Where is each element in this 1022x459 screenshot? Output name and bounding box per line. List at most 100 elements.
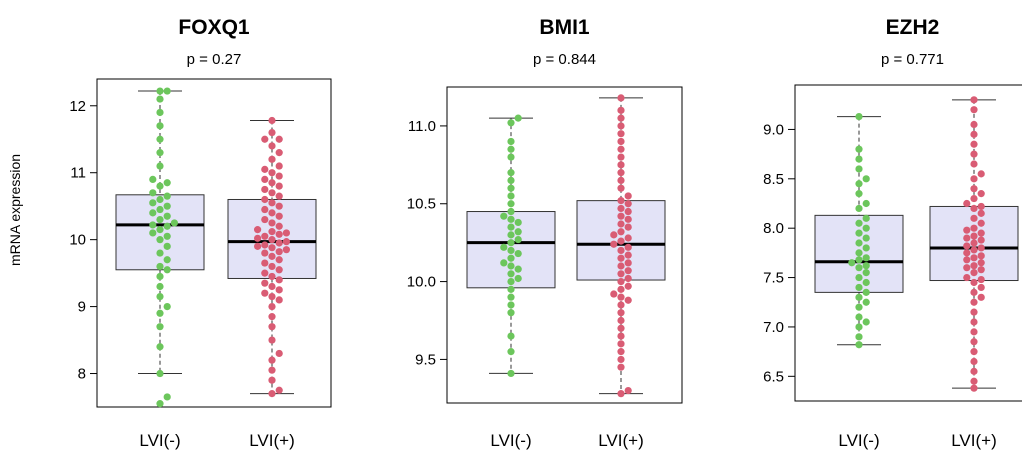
- data-point: [170, 219, 178, 227]
- data-point: [970, 150, 978, 158]
- data-point: [275, 349, 283, 358]
- data-point: [163, 232, 171, 240]
- data-point: [862, 298, 870, 306]
- data-point: [977, 293, 985, 301]
- data-point: [963, 249, 971, 257]
- y-tick-label: 8.5: [763, 171, 784, 188]
- data-point: [163, 179, 171, 187]
- data-point: [156, 292, 164, 301]
- data-point: [507, 369, 515, 378]
- data-point: [261, 175, 269, 184]
- data-point: [268, 244, 276, 252]
- data-point: [507, 207, 515, 216]
- data-point: [268, 209, 276, 217]
- data-point: [275, 149, 283, 157]
- data-point: [163, 202, 171, 210]
- data-point: [617, 130, 625, 138]
- y-tick-label: 10.0: [407, 274, 436, 291]
- data-point: [862, 234, 870, 242]
- data-point: [977, 266, 985, 274]
- data-point: [977, 209, 985, 217]
- panel-1: BMI1 p = 0.844 9.5 10.0 10.5 11.0 LVI(-) LVI(+): [407, 16, 683, 450]
- data-point: [970, 204, 978, 213]
- data-point: [970, 224, 978, 232]
- data-point: [163, 192, 171, 200]
- data-point: [254, 234, 262, 242]
- data-point: [617, 285, 625, 293]
- data-point: [855, 293, 863, 301]
- data-point: [156, 226, 164, 234]
- data-point: [261, 269, 269, 277]
- data-point: [163, 242, 171, 250]
- data-point: [268, 282, 276, 291]
- data-point: [617, 176, 625, 184]
- data-point: [624, 223, 632, 231]
- data-point: [507, 262, 515, 270]
- data-point: [156, 236, 164, 244]
- data-point: [970, 160, 978, 168]
- panel-pvalue: p = 0.844: [533, 51, 596, 68]
- data-point: [261, 279, 269, 287]
- data-point: [610, 231, 618, 239]
- data-point: [507, 285, 515, 293]
- data-point: [268, 336, 276, 344]
- data-point: [855, 333, 863, 341]
- data-point: [156, 149, 164, 157]
- data-point: [275, 212, 283, 220]
- data-point: [156, 108, 164, 117]
- data-point: [970, 288, 978, 296]
- data-point: [855, 283, 863, 292]
- data-point: [624, 234, 632, 242]
- data-point: [514, 114, 522, 122]
- data-point: [963, 242, 971, 250]
- x-category-label: LVI(+): [951, 431, 997, 450]
- data-point: [617, 94, 625, 102]
- data-point: [268, 228, 276, 236]
- data-point: [624, 259, 632, 267]
- data-point: [275, 135, 283, 143]
- data-point: [268, 116, 276, 125]
- data-point: [275, 276, 283, 284]
- panel-pvalue: p = 0.771: [881, 51, 944, 68]
- data-point: [970, 269, 978, 277]
- data-point: [970, 318, 978, 326]
- data-point: [855, 256, 863, 264]
- y-tick-label: 7.5: [763, 270, 784, 287]
- data-point: [163, 393, 171, 401]
- data-point: [855, 165, 863, 173]
- data-point: [149, 189, 157, 197]
- data-point: [617, 340, 625, 348]
- data-point: [268, 366, 276, 374]
- panel-pvalue: p = 0.27: [187, 51, 242, 68]
- data-point: [514, 274, 522, 283]
- data-point: [268, 252, 276, 260]
- y-tick-label: 12: [69, 98, 86, 115]
- data-point: [970, 232, 978, 240]
- data-point: [282, 238, 290, 246]
- data-point: [500, 243, 508, 251]
- data-point: [977, 275, 985, 284]
- data-point: [855, 155, 863, 163]
- data-point: [275, 202, 283, 210]
- data-point: [617, 246, 625, 255]
- data-point: [514, 218, 522, 227]
- data-point: [261, 205, 269, 214]
- data-point: [507, 169, 515, 177]
- data-point: [970, 328, 978, 336]
- data-point: [507, 293, 515, 301]
- data-point: [617, 316, 625, 325]
- data-point: [624, 207, 632, 216]
- data-point: [275, 222, 283, 230]
- data-point: [275, 286, 283, 294]
- data-point: [862, 224, 870, 232]
- data-point: [977, 219, 985, 227]
- data-point: [963, 264, 971, 272]
- data-point: [617, 220, 625, 228]
- data-point: [261, 215, 269, 224]
- y-tick-label: 11: [70, 165, 86, 182]
- data-point: [970, 246, 978, 254]
- data-point: [855, 313, 863, 321]
- data-point: [507, 200, 515, 208]
- data-point: [507, 184, 515, 192]
